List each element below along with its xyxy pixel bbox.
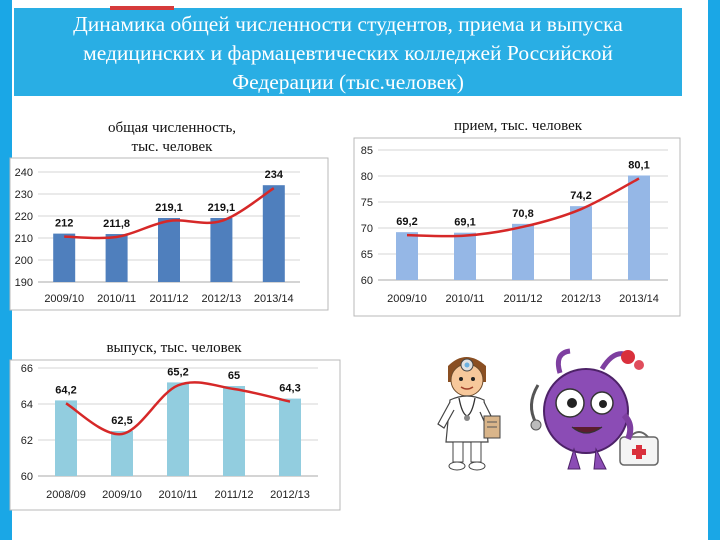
admission-bar-2011-12	[512, 223, 534, 280]
creature-body	[543, 368, 629, 454]
graduation-bar-2008-09	[55, 400, 77, 476]
admission-y-tick-label: 80	[361, 171, 373, 183]
total-students-chart: общая численность, тыс. человек 190 200 210 2…	[4, 108, 334, 318]
header-title-line-1: Динамика общей численности студентов, пр…	[73, 12, 623, 36]
graduation-y-tick-label: 62	[21, 435, 33, 447]
total-students-chart-svg: общая численность, тыс. человек 190 200 210 2…	[9, 120, 329, 311]
graduation-y-tick-label: 64	[21, 399, 33, 411]
graduation-data-label: 62,5	[111, 415, 132, 427]
graduation-chart-svg: выпуск, тыс. человек 60 62 64 66 2008/09 2009/…	[9, 340, 341, 511]
graduation-chart: выпуск, тыс. человек 60 62 64 66 2008/09 2009/…	[4, 332, 342, 518]
admission-bar-2009-10	[396, 232, 418, 280]
graduation-data-label: 65,2	[167, 366, 188, 378]
total-chart-title-line-1: общая численность,	[108, 120, 236, 136]
left-side-bar	[0, 0, 12, 540]
admission-x-tick-label: 2010/11	[446, 293, 485, 305]
creature-illustration	[530, 348, 659, 470]
admission-bar-2010-11	[454, 232, 476, 280]
header-title-line-3: Федерации (тыс.человек)	[232, 70, 464, 94]
total-x-tick-label: 2010/11	[97, 293, 136, 305]
doctor-illustration	[437, 357, 501, 471]
total-bar-2013-14	[262, 185, 285, 282]
total-x-tick-label: 2011/12	[150, 293, 189, 305]
total-y-tick-label: 240	[15, 167, 33, 179]
header-banner: Динамика общей численности студентов, пр…	[14, 8, 682, 96]
total-x-tick-label: 2012/13	[202, 293, 242, 305]
admission-data-label: 70,8	[512, 208, 533, 220]
graduation-data-label: 65	[228, 370, 240, 382]
graduation-y-tick-label: 66	[21, 363, 33, 375]
admission-x-tick-label: 2009/10	[387, 293, 427, 305]
graduation-data-label: 64,3	[279, 383, 300, 395]
total-y-tick-label: 190	[15, 277, 33, 289]
graduation-bar-2012-13	[279, 398, 301, 476]
total-bar-2009-10	[53, 233, 76, 282]
header-accent-bar	[110, 6, 174, 10]
total-data-label: 219,1	[155, 202, 183, 214]
total-bar-2012-13	[210, 217, 233, 282]
admission-x-tick-label: 2012/13	[561, 293, 601, 305]
admission-bar-2012-13	[570, 206, 592, 280]
total-x-tick-label: 2009/10	[44, 293, 84, 305]
total-data-label: 212	[55, 218, 73, 230]
graduation-trend-line	[65, 381, 291, 436]
admission-trend-line	[406, 177, 640, 238]
admission-chart-svg: прием, тыс. человек 60 65 70 75 80 85 2009/10 20…	[353, 118, 681, 317]
total-y-tick-label: 210	[15, 233, 33, 245]
total-chart-title-line-2: тыс. человек	[132, 139, 214, 155]
graduation-data-label: 64,2	[55, 384, 76, 396]
admission-data-label: 80,1	[628, 159, 649, 171]
total-y-tick-label: 230	[15, 189, 33, 201]
admission-y-tick-label: 65	[361, 249, 373, 261]
total-trend-line	[64, 187, 275, 240]
admission-chart: прием, тыс. человек 60 65 70 75 80 85 2009/10 20…	[350, 108, 682, 318]
total-bar-2011-12	[158, 217, 180, 282]
total-data-label: 234	[265, 169, 284, 181]
stethoscope-icon	[530, 384, 540, 424]
graduation-x-tick-label: 2010/11	[159, 489, 198, 501]
admission-data-label: 69,1	[454, 217, 475, 229]
admission-bar-2013-14	[628, 175, 650, 280]
graduation-x-tick-label: 2008/09	[46, 489, 86, 501]
graduation-x-tick-label: 2011/12	[215, 489, 254, 501]
graduation-bar-2011-12	[223, 386, 245, 476]
total-x-tick-label: 2013/14	[254, 293, 294, 305]
admission-data-label: 74,2	[570, 190, 591, 202]
admission-y-tick-label: 60	[361, 275, 373, 287]
graduation-x-tick-label: 2009/10	[102, 489, 142, 501]
admission-y-tick-label: 75	[361, 197, 373, 209]
admission-x-tick-label: 2011/12	[504, 293, 543, 305]
admission-data-label: 69,2	[396, 216, 417, 228]
graduation-bar-2010-11	[167, 382, 189, 476]
admission-y-tick-label: 70	[361, 223, 373, 235]
header-title-line-2: медицинских и фармацевтических колледжей…	[83, 41, 613, 65]
graduation-y-tick-label: 60	[21, 471, 33, 483]
right-side-bar	[708, 0, 720, 540]
admission-chart-title-line-1: прием, тыс. человек	[454, 118, 583, 134]
total-data-label: 219,1	[208, 202, 236, 214]
creature-ear-ball	[621, 350, 635, 364]
total-y-tick-label: 220	[15, 211, 33, 223]
total-data-label: 211,8	[103, 218, 130, 230]
graduation-x-tick-label: 2012/13	[270, 489, 310, 501]
graduation-bar-2009-10	[111, 431, 133, 476]
total-y-tick-label: 200	[15, 255, 33, 267]
total-bar-2010-11	[105, 234, 128, 282]
graduation-chart-title-line-1: выпуск, тыс. человек	[106, 340, 242, 356]
admission-y-tick-label: 85	[361, 145, 373, 157]
admission-x-tick-label: 2013/14	[619, 293, 659, 305]
